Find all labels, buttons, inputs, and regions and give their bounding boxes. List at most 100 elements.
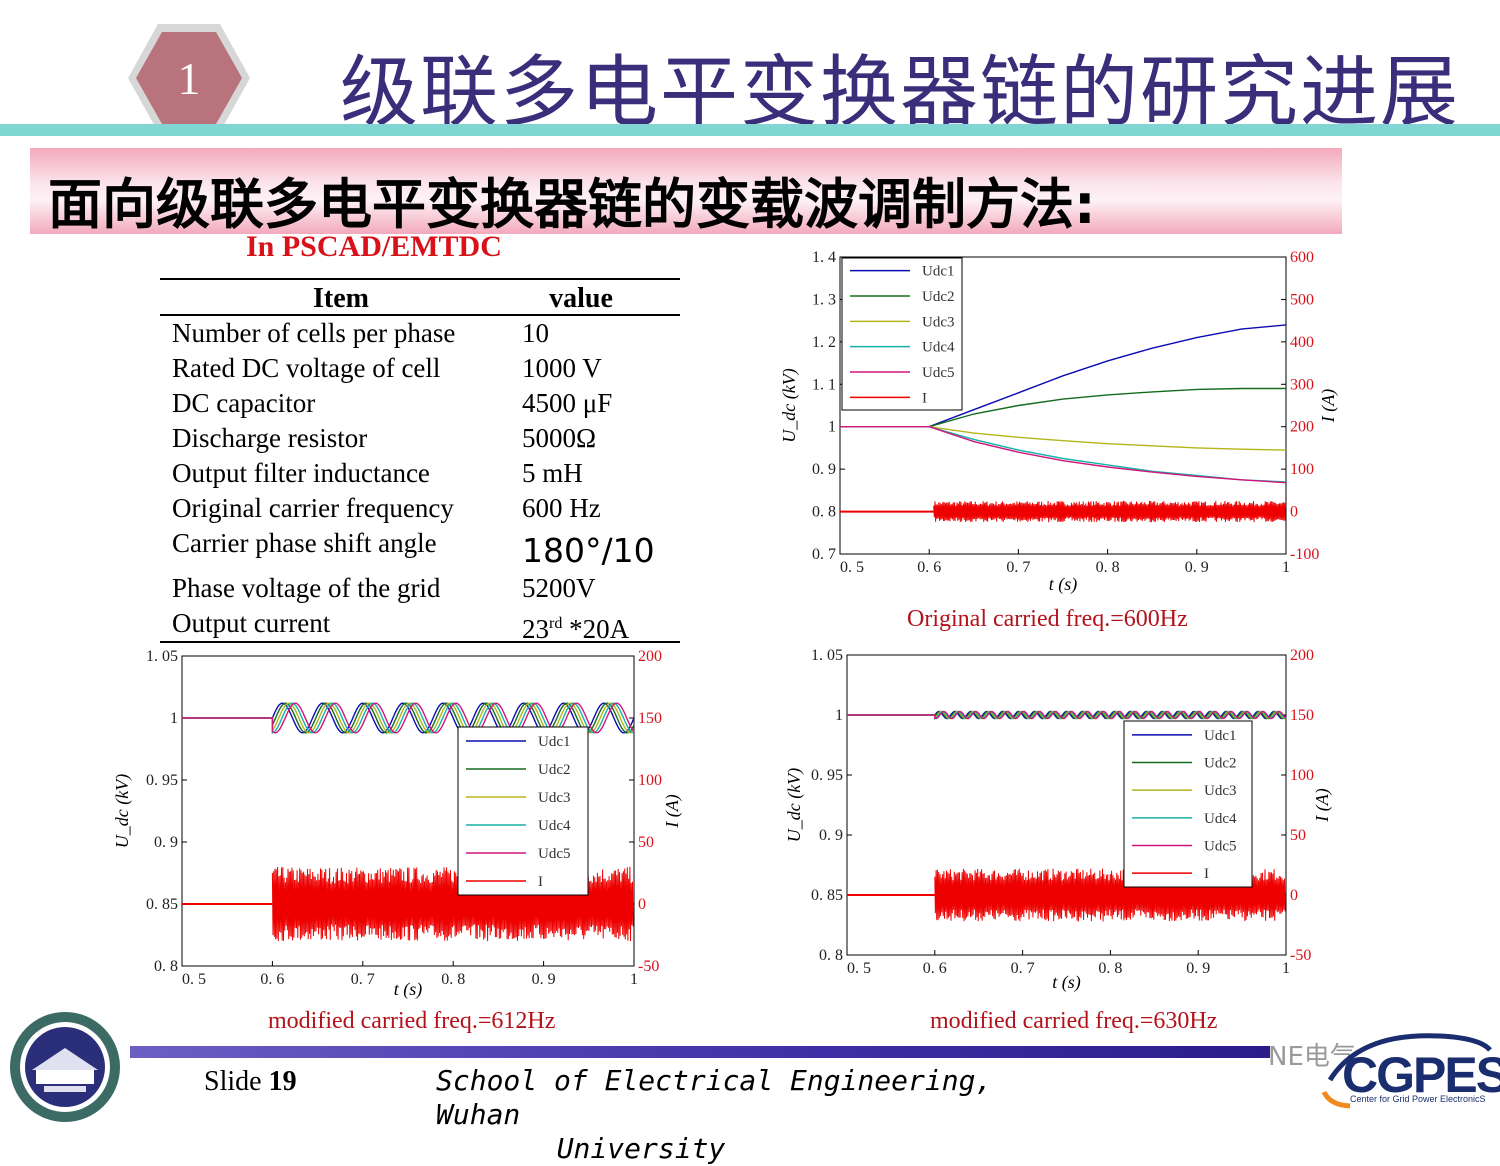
x-axis-label: t (s) (1049, 574, 1078, 595)
x-axis-label: t (s) (394, 979, 423, 1000)
slide-badge-hexagon-icon (128, 24, 250, 132)
y2-tick-label: 0 (1290, 504, 1298, 521)
row-item: Output filter inductance (172, 458, 430, 488)
y-tick-label: 1 (828, 419, 836, 436)
legend-label: Udc2 (922, 289, 955, 305)
x-tick-label: 0. 6 (917, 559, 941, 576)
legend-box (1123, 720, 1253, 888)
x-tick-label: 0. 6 (923, 960, 947, 977)
y-tick-label: 1. 3 (812, 291, 836, 308)
slide-subtitle: 面向级联多电平变换器链的变载波调制方法: (48, 173, 1096, 236)
series-line-udc3 (840, 426, 1287, 451)
y2-tick-label: 400 (1290, 334, 1314, 351)
y-tick-label: 1 (170, 710, 178, 727)
slide-number-label: Slide 19 (204, 1066, 297, 1098)
y-tick-label: 1 (835, 707, 843, 724)
row-value: 180°/10 (522, 531, 655, 570)
chart3-caption: modified carried freq.=630Hz (930, 1008, 1218, 1034)
legend-box (457, 726, 589, 896)
y2-tick-label: 200 (638, 648, 662, 665)
y-tick-label: 0. 9 (819, 827, 843, 844)
x-tick-label: 0. 5 (182, 971, 206, 988)
chart1-caption: Original carried freq.=600Hz (907, 606, 1188, 632)
y-tick-label: 1. 05 (146, 648, 178, 665)
table-row: Discharge resistor 5000Ω (160, 421, 680, 456)
series-line-udc4 (840, 426, 1287, 483)
y-tick-label: 0. 8 (154, 958, 178, 975)
table-header-rule (160, 314, 680, 316)
legend-label: Udc3 (538, 790, 571, 806)
row-item: Rated DC voltage of cell (172, 353, 441, 383)
legend-label: Udc5 (538, 846, 571, 862)
school-line-1: School of Electrical Engineering, Wuhan (436, 1064, 993, 1131)
chart2-caption: modified carried freq.=612Hz (268, 1008, 556, 1034)
legend-label: I (538, 874, 543, 890)
legend-label: Udc4 (538, 818, 571, 834)
y2-tick-label: 150 (638, 710, 662, 727)
series-line-udc2 (840, 387, 1286, 428)
y2-tick-label: 0 (638, 896, 646, 913)
y2-axis-label: I (A) (1318, 389, 1339, 423)
y-tick-label: 0. 95 (811, 767, 843, 784)
row-value: 4500 μF (522, 388, 613, 418)
y-tick-label: 1. 2 (812, 334, 836, 351)
simulation-tool-label: In PSCAD/EMTDC (246, 230, 502, 263)
legend-label: Udc4 (1204, 811, 1237, 827)
legend-label: Udc3 (1204, 783, 1237, 799)
slide-label: Slide (204, 1066, 269, 1097)
y-tick-label: 0. 95 (146, 772, 178, 789)
legend-label: Udc2 (1204, 756, 1237, 772)
series-band-current (933, 500, 1286, 523)
table-row: DC capacitor 4500 μF (160, 386, 680, 421)
y2-axis-label: I (A) (662, 794, 683, 828)
x-tick-label: 0. 9 (1186, 960, 1210, 977)
row-value: 23rd *20A (522, 606, 680, 644)
y2-tick-label: 200 (1290, 647, 1314, 664)
row-item: Output current (172, 608, 331, 638)
table-row: Output current 23rd *20A (160, 606, 680, 644)
school-name: School of Electrical Engineering, Wuhan U… (436, 1064, 1036, 1166)
y-tick-label: 1. 05 (811, 647, 843, 664)
legend-label: Udc5 (1204, 839, 1237, 855)
legend-label: Udc1 (538, 734, 571, 750)
cgpes-logo-icon (1321, 1033, 1492, 1109)
plot-frame (181, 655, 635, 967)
y2-tick-label: 100 (1290, 767, 1314, 784)
y2-axis-label: I (A) (1312, 788, 1333, 822)
school-line-2: University (556, 1132, 726, 1165)
cgpes-logo-text: CGPES (1342, 1047, 1500, 1103)
series-line-udc5 (840, 426, 1287, 484)
series-band-current (271, 866, 634, 942)
x-tick-label: 0. 6 (260, 971, 284, 988)
legend-label: Udc5 (922, 365, 955, 381)
title-divider (0, 124, 1500, 136)
y2-tick-label: 600 (1290, 249, 1314, 266)
table-row: Number of cells per phase 10 (160, 316, 680, 351)
y2-tick-label: 100 (638, 772, 662, 789)
table-row: Rated DC voltage of cell 1000 V (160, 351, 680, 386)
y2-tick-label: 200 (1290, 419, 1314, 436)
y-tick-label: 0. 8 (819, 947, 843, 964)
y-tick-label: 0. 9 (154, 834, 178, 851)
x-tick-label: 0. 9 (532, 971, 556, 988)
y2-tick-label: -100 (1290, 546, 1319, 563)
row-item: Discharge resistor (172, 423, 368, 453)
legend-label: Udc1 (922, 264, 955, 280)
x-tick-label: 0. 7 (1011, 960, 1035, 977)
y-axis-label: U_dc (kV) (112, 774, 133, 848)
x-tick-label: 0. 5 (840, 559, 864, 576)
y2-tick-label: 100 (1290, 461, 1314, 478)
y2-tick-label: -50 (1290, 947, 1311, 964)
y2-tick-label: 50 (638, 834, 654, 851)
legend-label: Udc1 (1204, 728, 1237, 744)
y2-tick-label: 0 (1290, 887, 1298, 904)
header-item: Item (313, 283, 369, 314)
y-tick-label: 0. 85 (146, 896, 178, 913)
table-top-rule (160, 278, 680, 280)
row-item: Phase voltage of the grid (172, 573, 441, 603)
y2-tick-label: -50 (638, 958, 659, 975)
cgpes-org-name: Center for Grid Power ElectronicS (1350, 1094, 1486, 1104)
x-tick-label: 0. 8 (441, 971, 465, 988)
x-tick-label: 1 (1282, 960, 1290, 977)
series-line-udc1 (840, 324, 1287, 428)
